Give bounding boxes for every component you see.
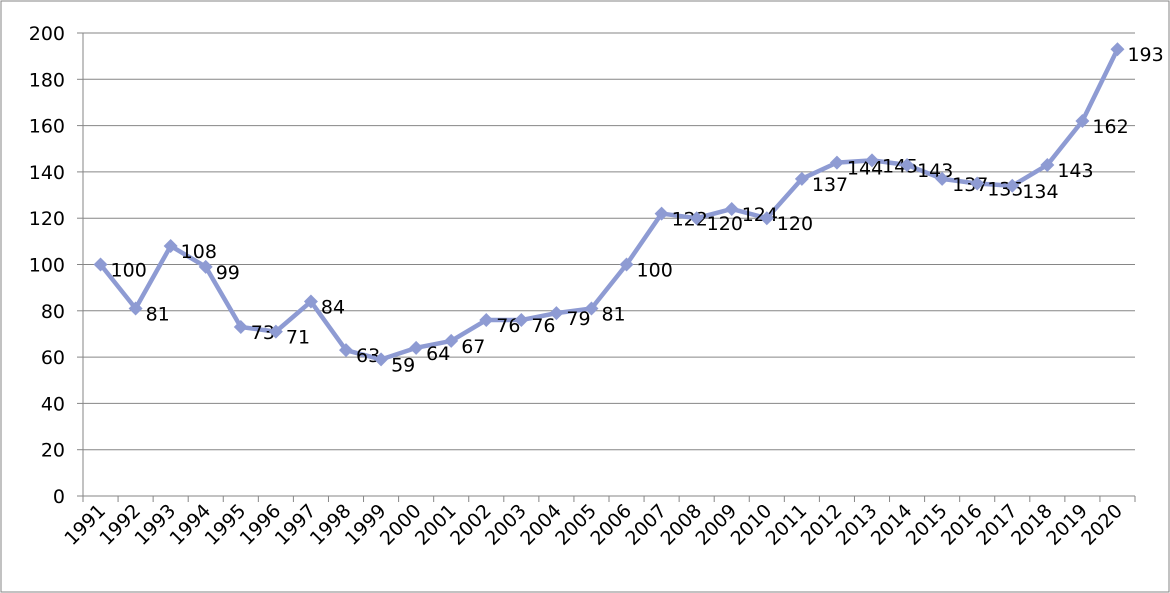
- marker: [1040, 157, 1055, 172]
- data-label: 134: [1022, 181, 1058, 203]
- data-label: 99: [216, 262, 240, 284]
- y-tick-label: 20: [41, 440, 65, 462]
- marker: [514, 313, 529, 328]
- y-tick-label: 200: [29, 23, 65, 45]
- marker: [303, 294, 318, 309]
- data-label: 59: [391, 354, 415, 376]
- data-label: 145: [882, 155, 918, 177]
- marker: [619, 257, 634, 272]
- data-label: 63: [356, 345, 380, 367]
- data-label: 71: [286, 327, 310, 349]
- marker: [268, 324, 283, 339]
- data-label: 76: [496, 315, 520, 337]
- marker: [233, 320, 248, 335]
- marker: [865, 153, 879, 168]
- marker: [689, 211, 704, 226]
- marker: [444, 333, 459, 348]
- y-tick-label: 80: [41, 301, 65, 323]
- data-label: 76: [531, 315, 555, 337]
- marker: [900, 157, 915, 172]
- y-tick-label: 40: [41, 393, 65, 415]
- data-label: 100: [111, 260, 147, 282]
- y-tick-label: 100: [29, 255, 65, 277]
- data-label: 162: [1092, 116, 1128, 138]
- marker: [584, 301, 599, 316]
- data-label: 135: [987, 178, 1023, 200]
- marker: [1075, 113, 1090, 128]
- data-label: 79: [566, 308, 590, 330]
- y-tick-label: 60: [41, 347, 65, 369]
- y-tick-label: 0: [53, 486, 65, 508]
- marker: [163, 238, 178, 253]
- y-tick-label: 140: [29, 162, 65, 184]
- marker: [374, 352, 389, 367]
- marker: [409, 340, 424, 355]
- data-label: 143: [1057, 160, 1093, 182]
- data-label: 137: [812, 174, 848, 196]
- data-label: 122: [672, 209, 708, 231]
- data-label: 64: [426, 343, 450, 365]
- data-label: 120: [707, 213, 743, 235]
- marker: [198, 259, 213, 274]
- data-label: 73: [251, 322, 275, 344]
- marker: [829, 155, 844, 170]
- y-tick-label: 160: [29, 116, 65, 138]
- data-label: 81: [146, 303, 170, 325]
- data-label: 84: [321, 297, 345, 319]
- data-label: 67: [461, 336, 485, 358]
- marker: [479, 313, 494, 328]
- data-label: 120: [777, 213, 813, 235]
- data-label: 137: [952, 174, 988, 196]
- marker: [654, 206, 669, 221]
- y-tick-label: 180: [29, 69, 65, 91]
- y-tick-label: 120: [29, 208, 65, 230]
- data-label: 100: [637, 260, 673, 282]
- marker: [1110, 42, 1125, 57]
- marker: [128, 301, 143, 316]
- marker: [1005, 178, 1020, 193]
- marker: [339, 343, 353, 358]
- marker: [724, 201, 739, 216]
- marker: [93, 257, 108, 272]
- data-label: 108: [181, 241, 217, 263]
- data-label: 124: [742, 204, 778, 226]
- marker: [549, 306, 564, 321]
- data-label: 193: [1127, 44, 1163, 66]
- marker: [970, 176, 985, 191]
- marker: [794, 171, 809, 186]
- marker: [935, 171, 950, 186]
- data-label: 81: [601, 303, 625, 325]
- marker: [759, 211, 774, 226]
